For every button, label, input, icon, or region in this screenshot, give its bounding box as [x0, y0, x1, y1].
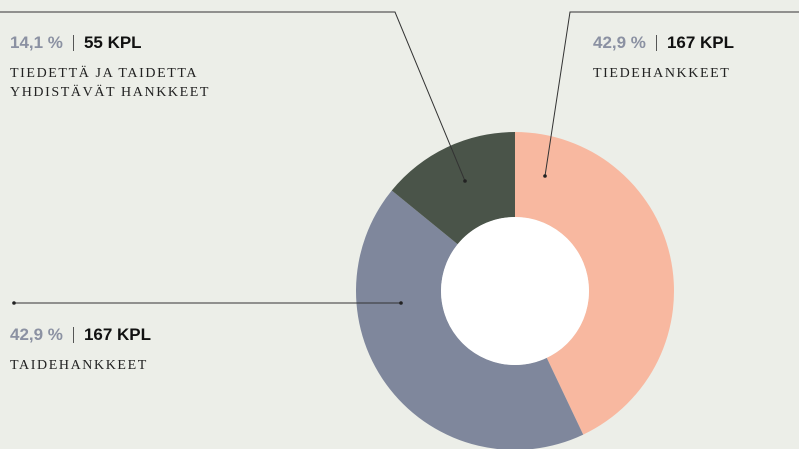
leader-lines	[0, 11, 799, 304]
count-label: 167 KPL	[666, 33, 735, 52]
slice-numbers: 14,1 % 55 KPL	[10, 33, 270, 53]
donut-slice	[515, 132, 674, 435]
leader-line	[0, 11, 466, 182]
category-label: TIEDETTÄ JA TAIDETTA YHDISTÄVÄT HANKKEET	[10, 66, 211, 100]
slice-label: 42,9 % 167 KPL TAIDEHANKKEET	[10, 325, 270, 375]
slice-numbers: 42,9 % 167 KPL	[10, 325, 270, 345]
count-label: 167 KPL	[83, 325, 152, 344]
slice-label: 14,1 % 55 KPL TIEDETTÄ JA TAIDETTA YHDIS…	[10, 33, 270, 102]
separator	[655, 35, 657, 51]
leader-line	[544, 11, 799, 177]
leader-dot	[463, 179, 467, 183]
separator	[72, 327, 74, 343]
separator	[72, 35, 74, 51]
donut-slice	[356, 190, 584, 449]
percent-label: 42,9 %	[10, 325, 63, 344]
count-label: 55 KPL	[83, 33, 142, 52]
category-label: TIEDEHANKKEET	[593, 66, 731, 81]
slice-label: 42,9 % 167 KPL TIEDEHANKKEET	[593, 33, 793, 83]
leader-dot	[543, 174, 547, 178]
donut-slice	[391, 132, 515, 245]
leader-dot	[12, 301, 16, 305]
leader-dot	[399, 301, 403, 305]
category-label: TAIDEHANKKEET	[10, 358, 148, 373]
donut-hole	[441, 217, 589, 365]
slice-numbers: 42,9 % 167 KPL	[593, 33, 793, 53]
leader-dots	[12, 174, 547, 305]
donut	[356, 132, 674, 449]
percent-label: 42,9 %	[593, 33, 646, 52]
percent-label: 14,1 %	[10, 33, 63, 52]
